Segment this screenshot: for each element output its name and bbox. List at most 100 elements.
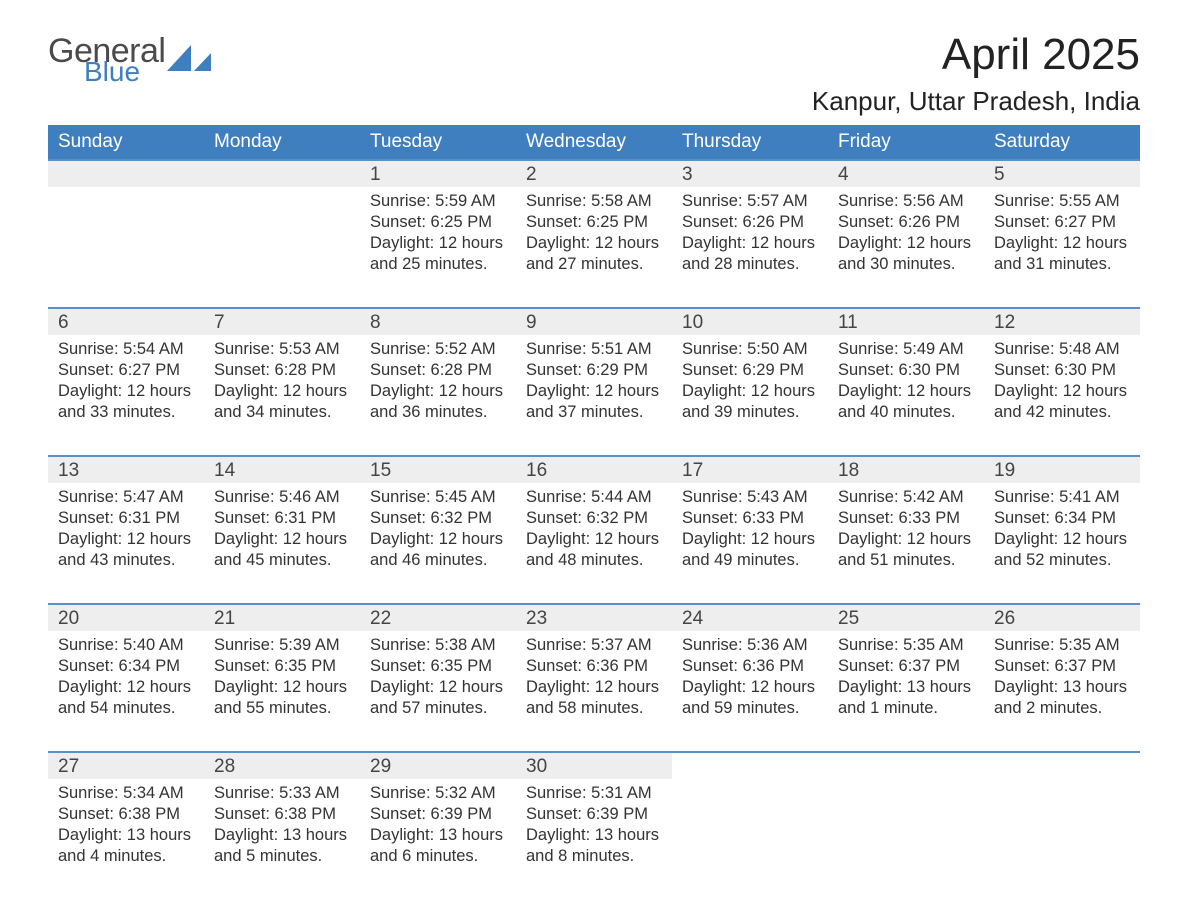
daylight-text: Daylight: 13 hours and 5 minutes. [214,825,354,867]
sunrise-text: Sunrise: 5:41 AM [994,487,1134,508]
day-cell: 6Sunrise: 5:54 AMSunset: 6:27 PMDaylight… [48,309,204,455]
dow-tue: Tuesday [360,125,516,159]
day-body: Sunrise: 5:39 AMSunset: 6:35 PMDaylight:… [210,635,354,719]
day-number: 22 [360,605,516,631]
sunset-text: Sunset: 6:38 PM [58,804,198,825]
week-row: 6Sunrise: 5:54 AMSunset: 6:27 PMDaylight… [48,307,1140,455]
sunrise-text: Sunrise: 5:39 AM [214,635,354,656]
title-block: April 2025 Kanpur, Uttar Pradesh, India [812,30,1140,117]
daylight-text: Daylight: 12 hours and 36 minutes. [370,381,510,423]
day-body: Sunrise: 5:37 AMSunset: 6:36 PMDaylight:… [522,635,666,719]
sunrise-text: Sunrise: 5:42 AM [838,487,978,508]
day-body: Sunrise: 5:35 AMSunset: 6:37 PMDaylight:… [834,635,978,719]
day-cell: 25Sunrise: 5:35 AMSunset: 6:37 PMDayligh… [828,605,984,751]
sunset-text: Sunset: 6:26 PM [682,212,822,233]
day-number: 23 [516,605,672,631]
dow-thu: Thursday [672,125,828,159]
daylight-text: Daylight: 12 hours and 25 minutes. [370,233,510,275]
day-body: Sunrise: 5:31 AMSunset: 6:39 PMDaylight:… [522,783,666,867]
sunrise-text: Sunrise: 5:48 AM [994,339,1134,360]
day-cell: 18 Sunrise: 5:42 AMSunset: 6:33 PMDayligh… [828,457,984,603]
day-body: Sunrise: 5:48 AMSunset: 6:30 PMDaylight:… [990,339,1134,423]
sunrise-text: Sunrise: 5:35 AM [994,635,1134,656]
sunrise-text: Sunrise: 5:53 AM [214,339,354,360]
sunrise-text: Sunrise: 5:43 AM [682,487,822,508]
location-subtitle: Kanpur, Uttar Pradesh, India [812,86,1140,117]
day-body: Sunrise: 5:59 AMSunset: 6:25 PMDaylight:… [366,191,510,275]
sunrise-text: Sunrise: 5:52 AM [370,339,510,360]
day-number [984,753,1140,779]
day-body: Sunrise: 5:49 AMSunset: 6:30 PMDaylight:… [834,339,978,423]
sunset-text: Sunset: 6:33 PM [682,508,822,529]
day-cell [204,161,360,307]
day-number: 8 [360,309,516,335]
sunset-text: Sunset: 6:36 PM [526,656,666,677]
sunrise-text: Sunrise: 5:59 AM [370,191,510,212]
dow-sun: Sunday [48,125,204,159]
sunset-text: Sunset: 6:32 PM [526,508,666,529]
daylight-text: Daylight: 12 hours and 55 minutes. [214,677,354,719]
weeks-container: 1Sunrise: 5:59 AMSunset: 6:25 PMDaylight… [48,159,1140,899]
day-cell [984,753,1140,899]
day-body: Sunrise: 5:42 AMSunset: 6:33 PMDaylight:… [834,487,978,571]
daylight-text: Daylight: 12 hours and 33 minutes. [58,381,198,423]
day-body: Sunrise: 5:35 AMSunset: 6:37 PMDaylight:… [990,635,1134,719]
daylight-text: Daylight: 13 hours and 2 minutes. [994,677,1134,719]
sunset-text: Sunset: 6:29 PM [682,360,822,381]
day-number: 20 [48,605,204,631]
sunset-text: Sunset: 6:27 PM [994,212,1134,233]
day-cell: 29Sunrise: 5:32 AMSunset: 6:39 PMDayligh… [360,753,516,899]
sunrise-text: Sunrise: 5:31 AM [526,783,666,804]
day-cell: 17Sunrise: 5:43 AMSunset: 6:33 PMDayligh… [672,457,828,603]
daylight-text: Daylight: 13 hours and 8 minutes. [526,825,666,867]
day-number: 12 [984,309,1140,335]
day-body: Sunrise: 5:57 AMSunset: 6:26 PMDaylight:… [678,191,822,275]
day-number: 30 [516,753,672,779]
day-cell: 26Sunrise: 5:35 AMSunset: 6:37 PMDayligh… [984,605,1140,751]
day-cell: 24Sunrise: 5:36 AMSunset: 6:36 PMDayligh… [672,605,828,751]
day-number [204,161,360,187]
day-number: 3 [672,161,828,187]
sunset-text: Sunset: 6:25 PM [370,212,510,233]
daylight-text: Daylight: 12 hours and 57 minutes. [370,677,510,719]
week-row: 27Sunrise: 5:34 AMSunset: 6:38 PMDayligh… [48,751,1140,899]
day-number: 5 [984,161,1140,187]
day-body: Sunrise: 5:43 AMSunset: 6:33 PMDaylight:… [678,487,822,571]
sunrise-text: Sunrise: 5:50 AM [682,339,822,360]
day-body: Sunrise: 5:51 AMSunset: 6:29 PMDaylight:… [522,339,666,423]
daylight-text: Daylight: 12 hours and 37 minutes. [526,381,666,423]
daylight-text: Daylight: 12 hours and 28 minutes. [682,233,822,275]
day-number: 14 [204,457,360,483]
sunset-text: Sunset: 6:31 PM [58,508,198,529]
day-body: Sunrise: 5:50 AMSunset: 6:29 PMDaylight:… [678,339,822,423]
daylight-text: Daylight: 12 hours and 46 minutes. [370,529,510,571]
day-cell: 5Sunrise: 5:55 AMSunset: 6:27 PMDaylight… [984,161,1140,307]
sunset-text: Sunset: 6:34 PM [994,508,1134,529]
daylight-text: Daylight: 12 hours and 54 minutes. [58,677,198,719]
day-body: Sunrise: 5:52 AMSunset: 6:28 PMDaylight:… [366,339,510,423]
sunrise-text: Sunrise: 5:54 AM [58,339,198,360]
day-number: 11 [828,309,984,335]
day-cell: 3 Sunrise: 5:57 AMSunset: 6:26 PMDaylight… [672,161,828,307]
sunrise-text: Sunrise: 5:38 AM [370,635,510,656]
day-body: Sunrise: 5:53 AMSunset: 6:28 PMDaylight:… [210,339,354,423]
sunrise-text: Sunrise: 5:47 AM [58,487,198,508]
day-number: 1 [360,161,516,187]
day-cell: 28Sunrise: 5:33 AMSunset: 6:38 PMDayligh… [204,753,360,899]
day-cell [828,753,984,899]
day-cell: 21Sunrise: 5:39 AMSunset: 6:35 PMDayligh… [204,605,360,751]
day-cell: 13Sunrise: 5:47 AMSunset: 6:31 PMDayligh… [48,457,204,603]
day-number: 18 [828,457,984,483]
sunset-text: Sunset: 6:26 PM [838,212,978,233]
day-body: Sunrise: 5:44 AMSunset: 6:32 PMDaylight:… [522,487,666,571]
day-body: Sunrise: 5:41 AMSunset: 6:34 PMDaylight:… [990,487,1134,571]
day-number: 6 [48,309,204,335]
day-number: 9 [516,309,672,335]
daylight-text: Daylight: 12 hours and 43 minutes. [58,529,198,571]
day-cell: 23 Sunrise: 5:37 AMSunset: 6:36 PMDayligh… [516,605,672,751]
day-body: Sunrise: 5:36 AMSunset: 6:36 PMDaylight:… [678,635,822,719]
daylight-text: Daylight: 13 hours and 1 minute. [838,677,978,719]
daylight-text: Daylight: 12 hours and 59 minutes. [682,677,822,719]
sunrise-text: Sunrise: 5:35 AM [838,635,978,656]
daylight-text: Daylight: 13 hours and 6 minutes. [370,825,510,867]
